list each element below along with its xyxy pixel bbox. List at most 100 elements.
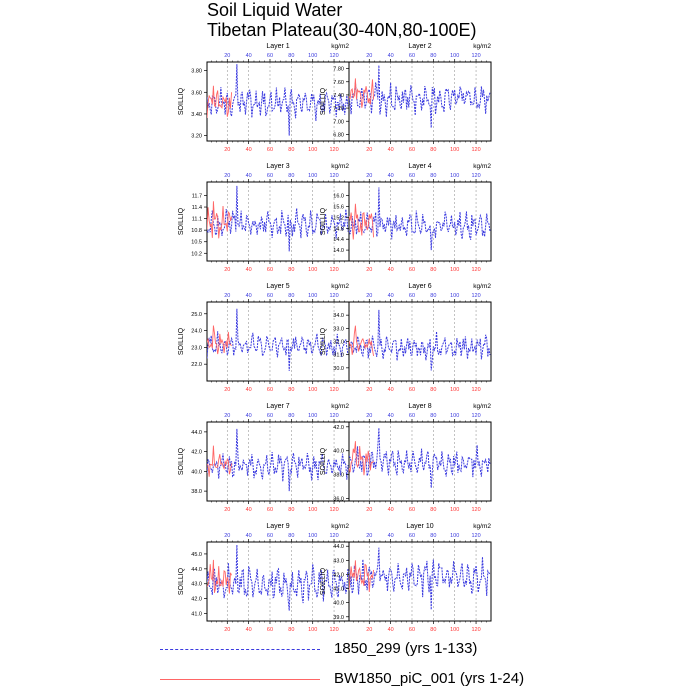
top-tick-label: 120: [329, 293, 338, 299]
y-tick-label: 22.0: [191, 362, 202, 368]
top-tick-label: 120: [329, 533, 338, 539]
units-label: kg/m2: [331, 43, 349, 50]
bottom-tick-label: 120: [329, 147, 338, 153]
top-tick-label: 100: [450, 173, 459, 179]
top-tick-label: 40: [246, 53, 252, 59]
y-tick-label: 25.0: [191, 312, 202, 318]
y-axis-label: SOILLIQ: [178, 87, 185, 115]
plot-frame: [348, 421, 492, 502]
top-tick-label: 20: [366, 413, 372, 419]
series-line-bw1850-picontrol: [207, 559, 232, 594]
series-line-bw1850-picontrol: [349, 441, 374, 476]
y-tick-label: 45.0: [191, 552, 202, 558]
bottom-tick-label: 80: [430, 387, 436, 393]
bottom-tick-label: 80: [288, 507, 294, 513]
y-tick-label: 3.20: [191, 134, 202, 140]
series-line-1850-299: [349, 65, 491, 128]
top-tick-label: 40: [388, 173, 394, 179]
bottom-tick-label: 100: [308, 267, 317, 273]
top-tick-label: 80: [288, 413, 294, 419]
top-tick-label: 40: [246, 413, 252, 419]
top-tick-label: 20: [224, 533, 230, 539]
panel-title: Layer 10: [406, 523, 433, 530]
top-tick-label: 60: [409, 293, 415, 299]
panel-title: Layer 6: [408, 283, 431, 290]
panel-title: Layer 8: [408, 403, 431, 410]
bottom-tick-label: 40: [388, 267, 394, 273]
chart-panel-layer-8: Layer 8 kg/m2 SOILLIQ 20 40 60 80 100 120 20 40 60 8…: [320, 403, 492, 513]
y-tick-label: 14.8: [333, 226, 344, 232]
bottom-tick-label: 80: [430, 147, 436, 153]
top-tick-label: 60: [409, 533, 415, 539]
y-axis-label: SOILLIQ: [178, 567, 185, 595]
bottom-tick-label: 60: [409, 507, 415, 513]
y-tick-label: 42.0: [191, 597, 202, 603]
bottom-tick-label: 40: [246, 147, 252, 153]
y-tick-label: 7.00: [333, 119, 344, 125]
title-line-1: Soil Liquid Water: [207, 0, 343, 20]
y-tick-label: 40.0: [191, 469, 202, 475]
plot-frame: [348, 61, 492, 142]
top-tick-label: 80: [430, 413, 436, 419]
series-line-1850-299: [349, 309, 491, 371]
top-tick-label: 40: [388, 413, 394, 419]
series-line-1850-299: [207, 185, 349, 252]
top-tick-label: 20: [224, 293, 230, 299]
y-axis-label: SOILLIQ: [320, 327, 327, 355]
top-tick-label: 100: [450, 293, 459, 299]
top-tick-label: 120: [329, 413, 338, 419]
bottom-tick-label: 20: [366, 147, 372, 153]
panel-title: Layer 4: [408, 163, 431, 170]
bottom-tick-label: 100: [308, 627, 317, 633]
y-tick-label: 11.1: [192, 217, 202, 223]
series-line-bw1850-picontrol: [349, 325, 375, 357]
bottom-tick-label: 80: [430, 627, 436, 633]
y-tick-label: 7.80: [333, 67, 344, 73]
y-tick-label: 36.0: [333, 497, 344, 503]
bottom-tick-label: 60: [409, 267, 415, 273]
panel-title: Layer 9: [266, 523, 289, 530]
top-tick-label: 80: [288, 533, 294, 539]
top-tick-label: 100: [450, 413, 459, 419]
bottom-tick-label: 120: [471, 507, 480, 513]
top-tick-label: 120: [329, 53, 338, 59]
y-axis-label: SOILLIQ: [320, 447, 327, 475]
bottom-tick-label: 20: [224, 267, 230, 273]
bottom-tick-label: 120: [329, 627, 338, 633]
y-axis-label: SOILLIQ: [320, 87, 327, 115]
bottom-tick-label: 40: [246, 627, 252, 633]
bottom-tick-label: 120: [329, 387, 338, 393]
top-tick-label: 120: [471, 413, 480, 419]
top-tick-label: 80: [430, 293, 436, 299]
y-tick-label: 11.4: [192, 205, 202, 211]
bottom-tick-label: 60: [267, 387, 273, 393]
top-tick-label: 20: [224, 413, 230, 419]
y-tick-label: 10.5: [191, 240, 202, 246]
top-tick-label: 40: [246, 293, 252, 299]
chart-panel-layer-1: Layer 1 kg/m2 SOILLIQ 20 40 60 80 100 120 20 40 60 8…: [178, 43, 350, 153]
plot-frame: [348, 541, 492, 622]
legend-swatch-dashed-blue: [160, 649, 320, 650]
units-label: kg/m2: [473, 163, 491, 170]
y-tick-label: 42.0: [333, 425, 344, 431]
bottom-tick-label: 80: [288, 147, 294, 153]
y-tick-label: 7.40: [333, 93, 344, 99]
y-tick-label: 38.0: [333, 473, 344, 479]
units-label: kg/m2: [331, 523, 349, 530]
bottom-tick-label: 20: [366, 387, 372, 393]
y-axis-label: SOILLIQ: [178, 447, 185, 475]
bottom-tick-label: 60: [409, 627, 415, 633]
series-line-1850-299: [207, 428, 349, 492]
bottom-tick-label: 60: [267, 627, 273, 633]
panel-title: Layer 7: [266, 403, 289, 410]
bottom-tick-label: 40: [246, 507, 252, 513]
top-tick-label: 60: [267, 533, 273, 539]
panel-title: Layer 5: [266, 283, 289, 290]
top-tick-label: 60: [267, 53, 273, 59]
bottom-tick-label: 60: [267, 147, 273, 153]
y-tick-label: 14.4: [333, 237, 344, 243]
chart-panel-layer-2: Layer 2 kg/m2 SOILLIQ 20 40 60 80 100 120 20 40 60 8…: [320, 43, 492, 153]
top-tick-label: 120: [329, 173, 338, 179]
bottom-tick-label: 60: [267, 507, 273, 513]
top-tick-label: 80: [288, 53, 294, 59]
